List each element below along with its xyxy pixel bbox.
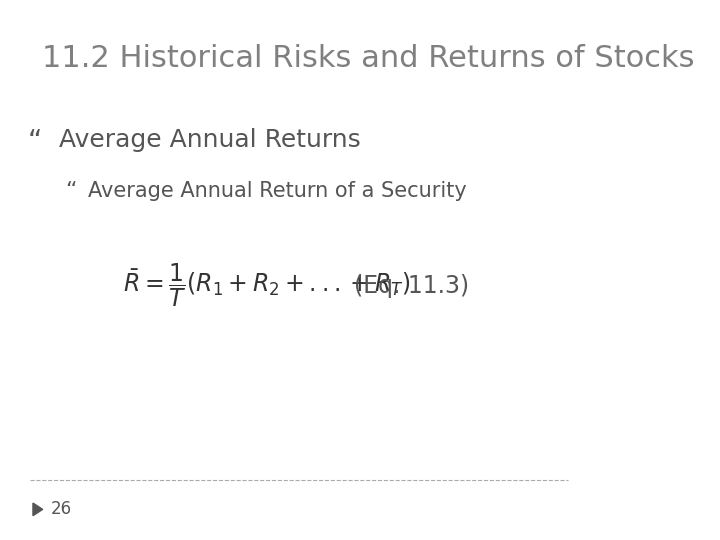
Text: Average Annual Return of a Security: Average Annual Return of a Security [88,180,467,200]
Text: Average Annual Returns: Average Annual Returns [59,128,361,152]
Text: “: “ [65,180,76,200]
Text: “: “ [27,128,42,156]
Text: $\bar{R} = \dfrac{1}{T}(R_1 + R_2 + \mathit{...} + R_T)$: $\bar{R} = \dfrac{1}{T}(R_1 + R_2 + \mat… [122,262,410,309]
Text: 26: 26 [50,501,71,518]
Text: 11.2 Historical Risks and Returns of Stocks: 11.2 Historical Risks and Returns of Sto… [42,44,694,73]
Polygon shape [33,503,42,516]
Text: (Eq. 11.3): (Eq. 11.3) [354,274,469,298]
